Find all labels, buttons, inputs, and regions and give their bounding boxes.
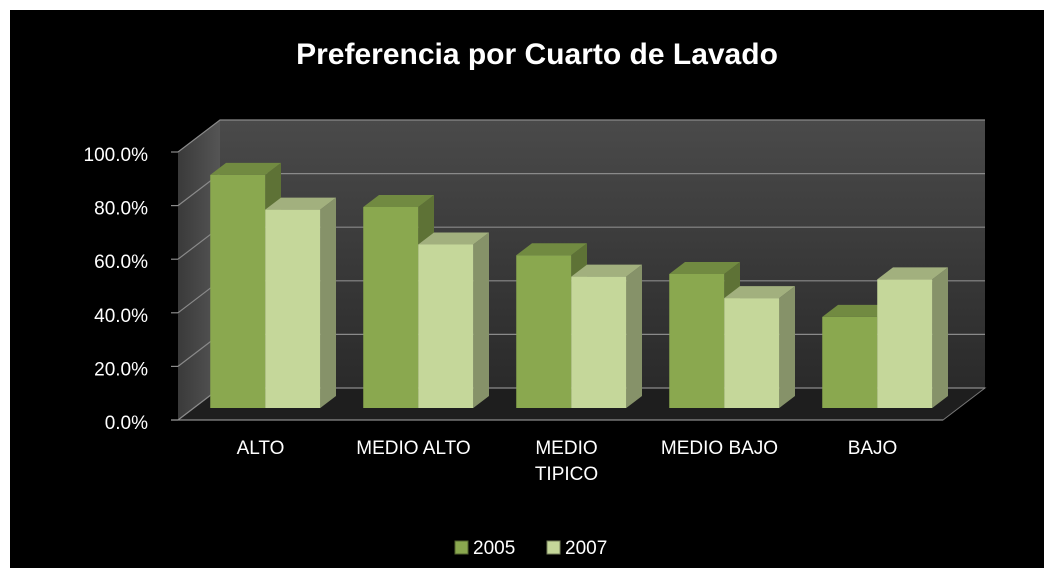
bar-side (932, 267, 948, 408)
y-tick-label: 40.0% (94, 306, 148, 327)
bar-front (265, 209, 321, 408)
legend-label: 2007 (565, 538, 607, 559)
bar-side (320, 197, 336, 408)
bar-front (724, 298, 780, 408)
bar-front (418, 244, 474, 408)
bar-side (779, 286, 795, 408)
x-tick-label: MEDIO ALTO (356, 438, 471, 459)
chart-title: Preferencia por Cuarto de Lavado (296, 38, 778, 71)
y-tick-label: 60.0% (94, 252, 148, 273)
bar-top (363, 195, 434, 207)
bar (877, 267, 948, 408)
x-tick-label: BAJO (847, 438, 898, 459)
legend-swatch (454, 540, 469, 555)
bar-front (363, 207, 419, 408)
bar-front (210, 174, 266, 408)
bar-front (516, 255, 572, 408)
y-tick-label: 80.0% (94, 199, 148, 220)
bar-top (822, 304, 893, 317)
bar (571, 264, 642, 408)
y-tick-label: 0.0% (105, 413, 148, 434)
x-tick-label: ALTO (236, 438, 285, 459)
bar-top (265, 197, 336, 210)
x-tick-label: MEDIO TIPICO (534, 438, 599, 485)
bar-front (571, 276, 627, 408)
bar-side (473, 232, 489, 408)
x-tick-label: MEDIO BAJO (660, 438, 779, 459)
bar-front (822, 316, 878, 408)
bar-top (877, 267, 948, 280)
bar-front (669, 274, 725, 408)
bar-top (418, 232, 489, 245)
legend-swatch (546, 540, 561, 555)
bar-top (669, 262, 740, 274)
bar (418, 232, 489, 408)
legend-label: 2005 (473, 538, 515, 559)
side-wall (178, 120, 220, 420)
bar (724, 286, 795, 408)
bar (265, 197, 336, 408)
bar-top (571, 264, 642, 277)
bar-top (724, 286, 795, 299)
bar-side (626, 264, 642, 408)
bar-front (877, 279, 933, 408)
grid-line (177, 119, 985, 153)
y-tick-label: 20.0% (94, 359, 148, 380)
bar-top (210, 162, 281, 175)
bar-top (516, 243, 587, 256)
y-tick-label: 100.0% (84, 145, 149, 166)
